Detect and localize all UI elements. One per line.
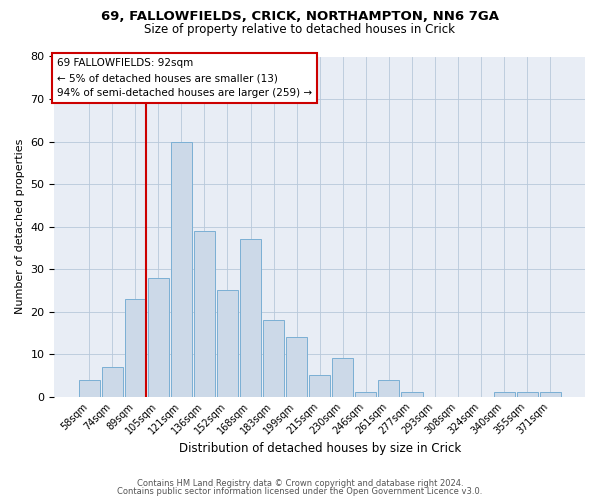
Text: 69, FALLOWFIELDS, CRICK, NORTHAMPTON, NN6 7GA: 69, FALLOWFIELDS, CRICK, NORTHAMPTON, NN… — [101, 10, 499, 23]
Bar — [517, 392, 538, 396]
Bar — [240, 240, 261, 396]
Bar — [125, 299, 146, 396]
Bar — [401, 392, 422, 396]
Bar — [309, 376, 331, 396]
Bar — [286, 337, 307, 396]
Bar — [101, 367, 123, 396]
Y-axis label: Number of detached properties: Number of detached properties — [15, 139, 25, 314]
Text: Contains public sector information licensed under the Open Government Licence v3: Contains public sector information licen… — [118, 487, 482, 496]
Text: Contains HM Land Registry data © Crown copyright and database right 2024.: Contains HM Land Registry data © Crown c… — [137, 478, 463, 488]
Text: Size of property relative to detached houses in Crick: Size of property relative to detached ho… — [145, 22, 455, 36]
Bar — [148, 278, 169, 396]
Bar — [79, 380, 100, 396]
Bar — [355, 392, 376, 396]
X-axis label: Distribution of detached houses by size in Crick: Distribution of detached houses by size … — [179, 442, 461, 455]
Bar — [171, 142, 192, 396]
Bar — [332, 358, 353, 397]
Bar — [217, 290, 238, 397]
Bar — [263, 320, 284, 396]
Bar — [494, 392, 515, 396]
Bar — [378, 380, 400, 396]
Bar — [539, 392, 561, 396]
Bar — [194, 231, 215, 396]
Text: 69 FALLOWFIELDS: 92sqm
← 5% of detached houses are smaller (13)
94% of semi-deta: 69 FALLOWFIELDS: 92sqm ← 5% of detached … — [57, 58, 312, 98]
